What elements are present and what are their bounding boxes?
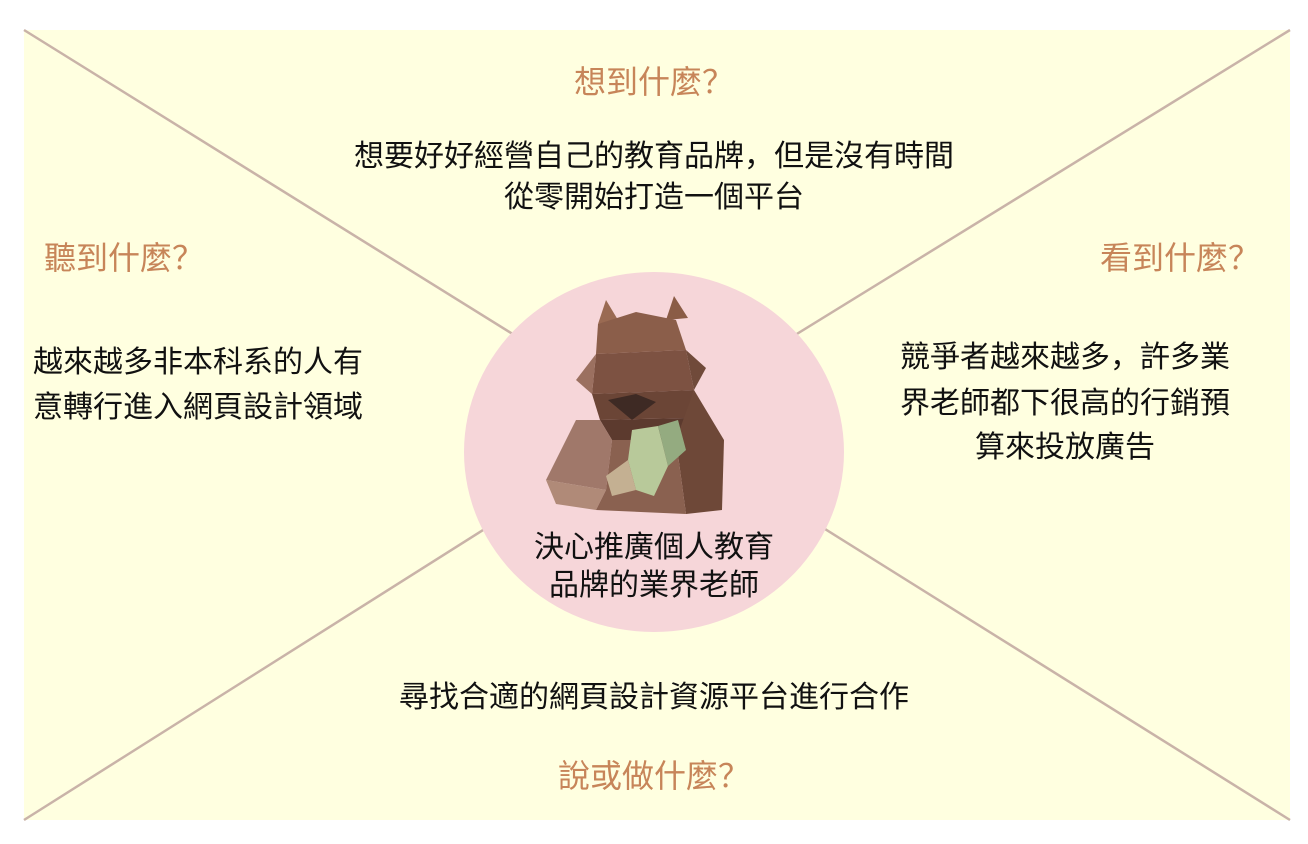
think-answer-line-1: 想要好好經營自己的教育品牌，但是沒有時間	[354, 139, 954, 174]
see-answer-line-2: 界老師都下很高的行銷預	[900, 386, 1230, 421]
capybara-icon	[546, 296, 724, 514]
say-do-answer-line-1: 尋找合適的網頁設計資源平台進行合作	[399, 680, 909, 715]
see-answer-line-1: 競爭者越來越多，許多業	[900, 340, 1230, 375]
see-answer-line-3: 算來投放廣告	[975, 430, 1155, 465]
persona-line-2: 品牌的業界老師	[549, 568, 759, 603]
think-label: 想到什麼？	[573, 63, 734, 101]
hear-answer-line-1: 越來越多非本科系的人有	[33, 345, 363, 380]
think-answer-line-2: 從零開始打造一個平台	[504, 180, 804, 215]
hear-answer-line-2: 意轉行進入網頁設計領域	[33, 390, 363, 425]
persona-line-1: 決心推廣個人教育	[534, 530, 774, 565]
hear-label: 聽到什麼？	[44, 239, 205, 277]
see-label: 看到什麼？	[1099, 239, 1260, 277]
say-do-label: 說或做什麼？	[557, 757, 750, 795]
